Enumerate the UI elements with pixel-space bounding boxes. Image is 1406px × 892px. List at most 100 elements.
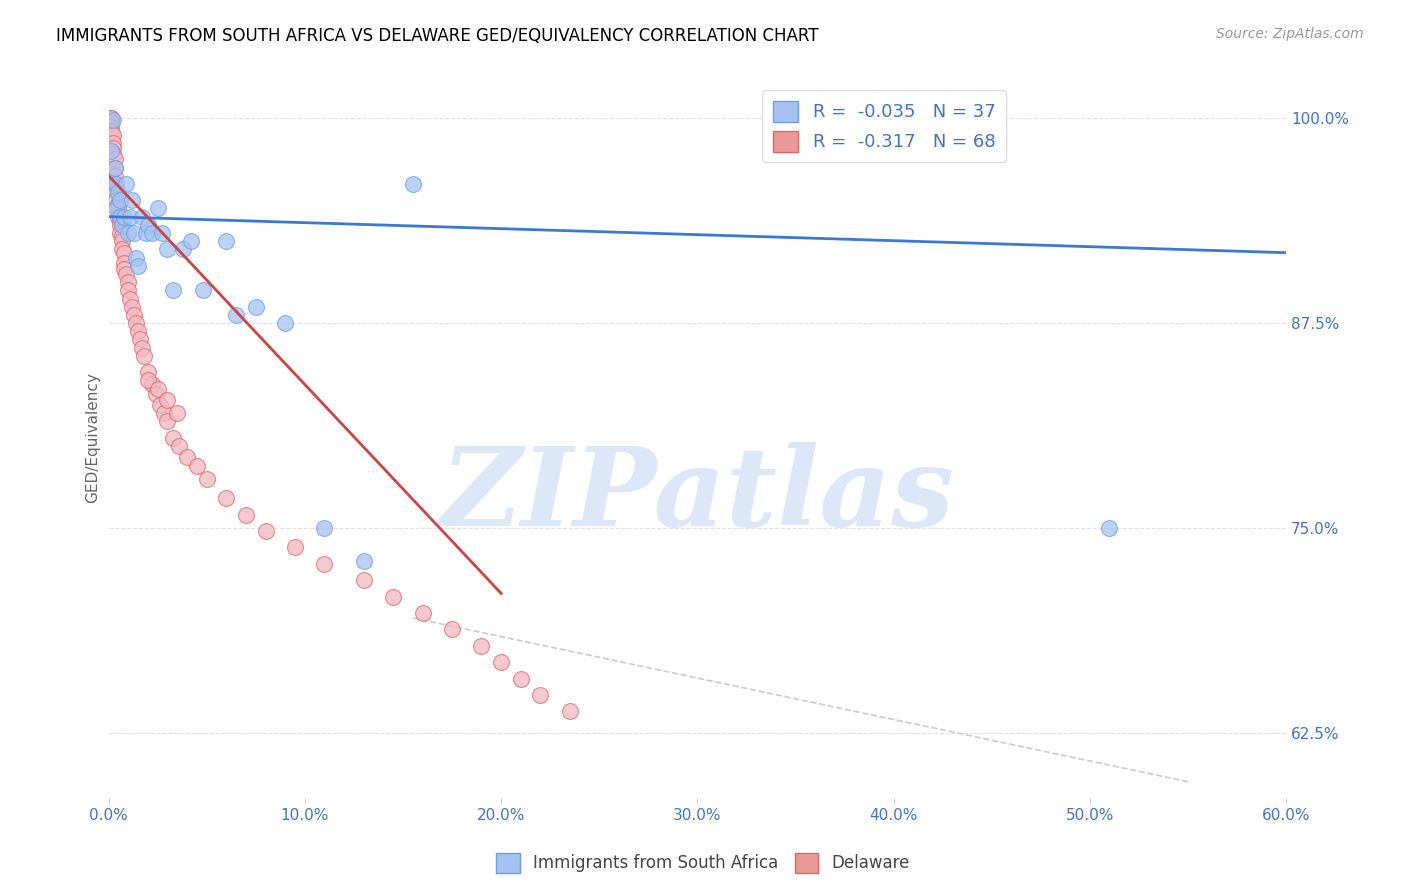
Point xyxy=(110,218,132,232)
Point xyxy=(149,398,172,412)
Point xyxy=(169,439,191,453)
Y-axis label: GED/Equivalency: GED/Equivalency xyxy=(86,372,100,503)
Point xyxy=(103,177,125,191)
Point xyxy=(136,365,159,379)
Point xyxy=(172,243,194,257)
Point xyxy=(135,226,157,240)
Point xyxy=(105,185,128,199)
Point xyxy=(105,177,128,191)
Point xyxy=(141,226,163,240)
Point xyxy=(235,508,257,522)
Text: IMMIGRANTS FROM SOUTH AFRICA VS DELAWARE GED/EQUIVALENCY CORRELATION CHART: IMMIGRANTS FROM SOUTH AFRICA VS DELAWARE… xyxy=(56,27,818,45)
Point xyxy=(103,169,125,183)
Point xyxy=(120,210,142,224)
Point xyxy=(101,136,124,150)
Point xyxy=(1098,521,1121,535)
Point xyxy=(110,194,132,208)
Legend: Immigrants from South Africa, Delaware: Immigrants from South Africa, Delaware xyxy=(489,847,917,880)
Point xyxy=(107,196,129,211)
Point xyxy=(103,177,125,191)
Point xyxy=(122,308,145,322)
Point xyxy=(215,491,238,506)
Point xyxy=(166,406,188,420)
Text: Source: ZipAtlas.com: Source: ZipAtlas.com xyxy=(1216,27,1364,41)
Point xyxy=(509,672,531,686)
Legend: R =  -0.035   N = 37, R =  -0.317   N = 68: R = -0.035 N = 37, R = -0.317 N = 68 xyxy=(762,90,1007,162)
Point xyxy=(131,210,153,224)
Point xyxy=(117,226,139,240)
Point xyxy=(245,300,267,314)
Point xyxy=(146,202,169,216)
Point xyxy=(111,229,134,244)
Point xyxy=(284,541,307,555)
Point xyxy=(103,161,125,175)
Point xyxy=(100,112,122,126)
Point xyxy=(150,226,173,240)
Point xyxy=(107,210,129,224)
Point xyxy=(186,458,208,473)
Point xyxy=(112,210,135,224)
Point xyxy=(101,113,124,128)
Point xyxy=(162,284,184,298)
Point xyxy=(112,255,135,269)
Point xyxy=(470,639,492,653)
Point xyxy=(314,557,336,571)
Point xyxy=(141,376,163,391)
Point xyxy=(107,185,129,199)
Point xyxy=(180,234,202,248)
Point xyxy=(121,300,143,314)
Point xyxy=(101,141,124,155)
Point xyxy=(111,218,134,232)
Point xyxy=(121,194,143,208)
Point xyxy=(100,112,122,126)
Point xyxy=(100,124,122,138)
Point xyxy=(112,245,135,260)
Point xyxy=(314,521,336,535)
Point xyxy=(156,393,179,408)
Point xyxy=(402,177,425,191)
Point xyxy=(274,316,297,330)
Point xyxy=(105,194,128,208)
Point xyxy=(117,275,139,289)
Point xyxy=(489,655,512,669)
Point xyxy=(110,213,132,227)
Point xyxy=(110,226,132,240)
Point xyxy=(103,153,125,167)
Point xyxy=(125,316,148,330)
Point xyxy=(156,414,179,428)
Point xyxy=(156,243,179,257)
Point xyxy=(103,161,125,175)
Point xyxy=(146,382,169,396)
Point xyxy=(353,553,375,567)
Point xyxy=(131,341,153,355)
Point xyxy=(101,147,124,161)
Point xyxy=(529,688,551,702)
Point xyxy=(129,333,152,347)
Point xyxy=(105,202,128,216)
Point xyxy=(100,120,122,134)
Point xyxy=(107,202,129,216)
Point xyxy=(191,284,214,298)
Point xyxy=(162,431,184,445)
Point xyxy=(353,573,375,587)
Point xyxy=(176,450,198,465)
Point xyxy=(215,234,238,248)
Point xyxy=(122,226,145,240)
Point xyxy=(152,406,174,420)
Point xyxy=(225,308,247,322)
Point xyxy=(110,210,132,224)
Point xyxy=(105,180,128,194)
Point xyxy=(254,524,277,538)
Point xyxy=(127,324,149,338)
Point xyxy=(111,243,134,257)
Point xyxy=(127,259,149,273)
Point xyxy=(111,234,134,248)
Point xyxy=(117,284,139,298)
Point xyxy=(101,128,124,142)
Point xyxy=(136,373,159,387)
Point xyxy=(112,262,135,277)
Point xyxy=(440,623,463,637)
Point xyxy=(145,386,167,401)
Point xyxy=(195,472,218,486)
Point xyxy=(412,606,434,620)
